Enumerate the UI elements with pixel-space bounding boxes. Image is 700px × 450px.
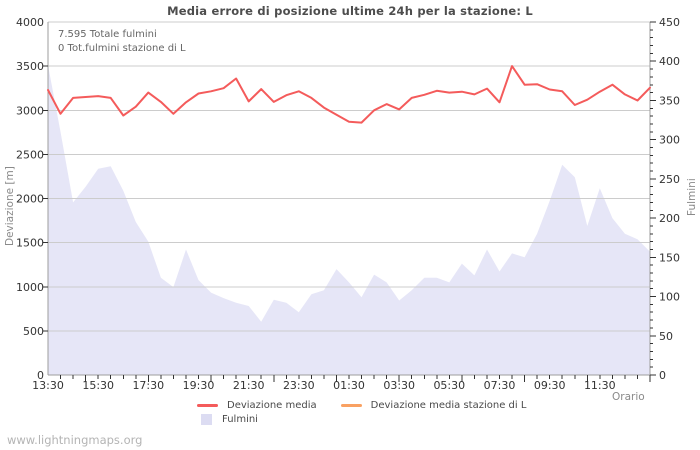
svg-text:150: 150: [659, 251, 680, 264]
svg-text:3000: 3000: [16, 104, 44, 117]
svg-text:03:30: 03:30: [383, 379, 415, 392]
svg-text:100: 100: [659, 291, 680, 304]
station-fulmini-annotation: 0 Tot.fulmini stazione di L: [58, 42, 186, 54]
legend-label-deviazione-stazione: Deviazione media stazione di L: [370, 400, 527, 411]
x-axis-title: Orario: [612, 391, 645, 403]
fulmini-area-swatch: [201, 414, 212, 425]
total-fulmini-annotation: 7.595 Totale fulmini: [58, 29, 157, 40]
svg-text:13:30: 13:30: [32, 379, 64, 392]
svg-text:50: 50: [659, 330, 673, 343]
svg-text:350: 350: [659, 94, 680, 107]
svg-text:2500: 2500: [16, 148, 44, 161]
svg-text:11:30: 11:30: [584, 379, 616, 392]
svg-text:23:30: 23:30: [283, 379, 315, 392]
svg-text:21:30: 21:30: [233, 379, 265, 392]
svg-text:1500: 1500: [16, 237, 44, 250]
svg-text:1000: 1000: [16, 281, 44, 294]
legend-label-fulmini: Fulmini: [222, 414, 258, 425]
svg-text:01:30: 01:30: [333, 379, 365, 392]
svg-text:07:30: 07:30: [484, 379, 516, 392]
chart-title: Media errore di posizione ultime 24h per…: [167, 4, 533, 18]
svg-text:0: 0: [659, 369, 666, 382]
svg-text:500: 500: [23, 325, 44, 338]
legend-row-2: Fulmini: [197, 413, 526, 426]
deviazione-media-line-swatch: [197, 404, 218, 407]
svg-text:15:30: 15:30: [82, 379, 114, 392]
legend: Deviazione media Deviazione media stazio…: [197, 399, 526, 426]
deviazione-stazione-line-swatch: [340, 404, 362, 407]
svg-text:17:30: 17:30: [132, 379, 164, 392]
svg-text:450: 450: [659, 16, 680, 29]
svg-text:2000: 2000: [16, 193, 44, 206]
svg-text:300: 300: [659, 134, 680, 147]
svg-text:200: 200: [659, 212, 680, 225]
svg-text:250: 250: [659, 173, 680, 186]
svg-text:19:30: 19:30: [183, 379, 215, 392]
watermark: www.lightningmaps.org: [7, 433, 143, 447]
svg-text:3500: 3500: [16, 60, 44, 73]
svg-text:4000: 4000: [16, 16, 44, 29]
y-axis-title-right: Fulmini: [686, 178, 698, 216]
annotation-block: 7.595 Totale fulmini 0 Tot.fulmini stazi…: [58, 28, 186, 55]
legend-row-1: Deviazione media Deviazione media stazio…: [197, 399, 526, 412]
svg-text:0: 0: [37, 369, 44, 382]
svg-text:09:30: 09:30: [534, 379, 566, 392]
svg-text:05:30: 05:30: [433, 379, 465, 392]
y-axis-title-left: Deviazione [m]: [4, 166, 16, 246]
legend-label-deviazione-media: Deviazione media: [227, 400, 317, 411]
svg-text:400: 400: [659, 55, 680, 68]
